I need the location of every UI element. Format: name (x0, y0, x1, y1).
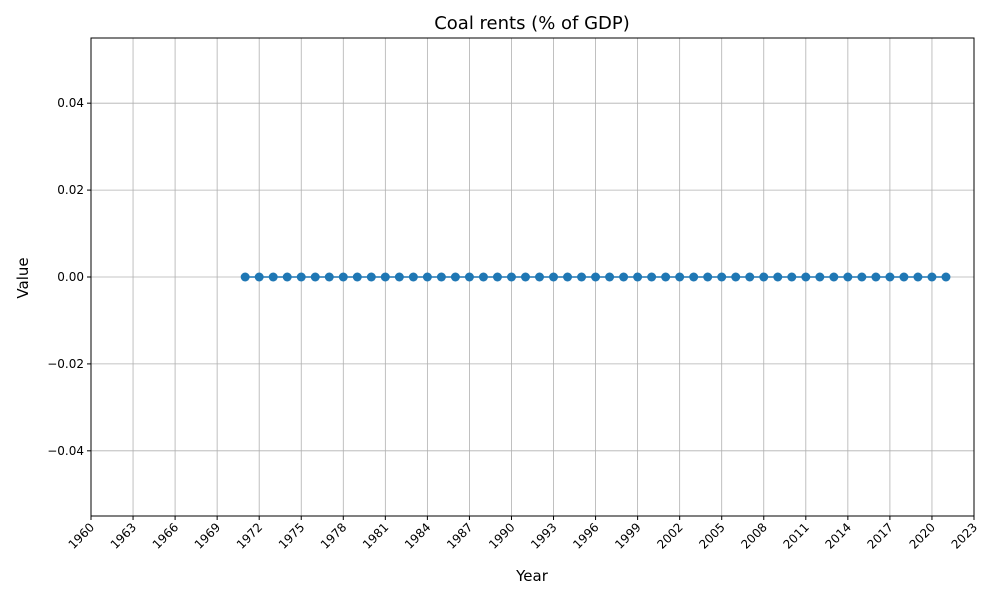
data-point (605, 272, 615, 282)
data-point (745, 272, 755, 282)
data-point (577, 272, 587, 282)
data-point (899, 272, 909, 282)
data-point (731, 272, 741, 282)
data-point (464, 272, 474, 282)
data-point (563, 272, 573, 282)
data-point (492, 272, 502, 282)
data-point (703, 272, 713, 282)
y-tick-label: −0.04 (47, 444, 84, 458)
data-point (324, 272, 334, 282)
data-point (759, 272, 769, 282)
x-tick-label: 1993 (528, 520, 559, 551)
x-tick-label: 1969 (192, 520, 223, 551)
x-tick-label: 1987 (444, 520, 475, 551)
data-point (478, 272, 488, 282)
data-point (436, 272, 446, 282)
data-point (913, 272, 923, 282)
x-tick-label: 1978 (318, 520, 349, 551)
x-tick-label: 2017 (865, 520, 896, 551)
x-tick-label: 2002 (654, 520, 685, 551)
x-tick-label: 1996 (570, 520, 601, 551)
data-point (619, 272, 629, 282)
data-point (787, 272, 797, 282)
data-point (843, 272, 853, 282)
data-point (633, 272, 643, 282)
data-point (506, 272, 516, 282)
data-point (394, 272, 404, 282)
data-point (366, 272, 376, 282)
data-point (941, 272, 951, 282)
data-point (408, 272, 418, 282)
x-tick-label: 1966 (150, 520, 181, 551)
x-tick-label: 1984 (402, 520, 433, 551)
data-point (871, 272, 881, 282)
x-tick-label: 1981 (360, 520, 391, 551)
data-point (591, 272, 601, 282)
x-axis: 1960 1963 1966 1969 1972 1975 1978 1981 1984 1987… (66, 516, 980, 552)
data-point (549, 272, 559, 282)
data-point (450, 272, 460, 282)
data-point (520, 272, 530, 282)
data-point (422, 272, 432, 282)
data-point (717, 272, 727, 282)
series-layer (240, 272, 951, 282)
data-point (885, 272, 895, 282)
x-tick-label: 2005 (696, 520, 727, 551)
x-tick-label: 1963 (108, 520, 139, 551)
y-tick-label: −0.02 (47, 357, 84, 371)
y-axis-label: Value (14, 257, 32, 298)
data-point (773, 272, 783, 282)
x-tick-label: 1990 (486, 520, 517, 551)
y-tick-label: 0.04 (57, 96, 84, 110)
data-point (254, 272, 264, 282)
x-tick-label: 2008 (738, 520, 769, 551)
data-point (352, 272, 362, 282)
data-point (240, 272, 250, 282)
data-point (829, 272, 839, 282)
data-point (282, 272, 292, 282)
data-point (661, 272, 671, 282)
y-tick-label: 0.00 (57, 270, 84, 284)
data-point (535, 272, 545, 282)
data-point (647, 272, 657, 282)
x-axis-label: Year (515, 567, 549, 585)
x-tick-label: 1975 (276, 520, 307, 551)
data-point (857, 272, 867, 282)
x-tick-label: 2023 (949, 520, 980, 551)
x-tick-label: 1972 (234, 520, 265, 551)
chart-title: Coal rents (% of GDP) (434, 13, 630, 34)
data-point (815, 272, 825, 282)
data-point (338, 272, 348, 282)
x-tick-label: 1960 (66, 520, 97, 551)
x-tick-label: 1999 (612, 520, 643, 551)
x-tick-label: 2020 (907, 520, 938, 551)
data-point (310, 272, 320, 282)
data-point (927, 272, 937, 282)
data-point (689, 272, 699, 282)
x-tick-label: 2014 (822, 520, 853, 551)
y-tick-label: 0.02 (57, 183, 84, 197)
y-axis: −0.04 −0.02 0.00 0.02 0.04 (47, 96, 91, 458)
data-point (801, 272, 811, 282)
data-point (268, 272, 278, 282)
data-point (380, 272, 390, 282)
data-point (675, 272, 685, 282)
x-tick-label: 2011 (780, 520, 811, 551)
data-point (296, 272, 306, 282)
